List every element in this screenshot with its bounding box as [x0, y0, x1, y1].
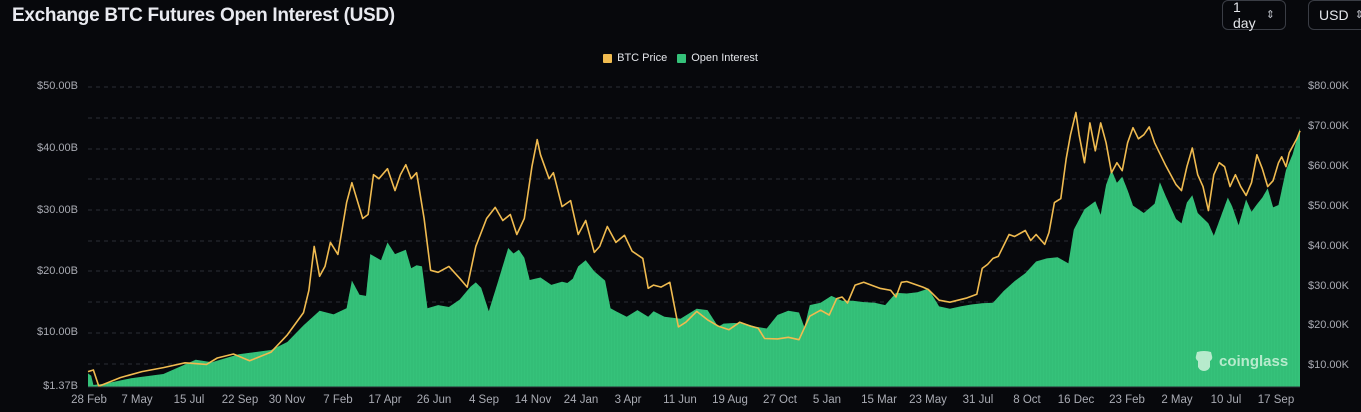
x-tick-label: 15 Jul — [173, 394, 205, 406]
currency-select[interactable]: USD ⇕ — [1308, 0, 1361, 30]
y-left-tick: $50.00B — [37, 80, 78, 92]
y-left-tick: $10.00B — [37, 326, 78, 338]
btc-price-line — [87, 111, 1301, 388]
watermark-text: coinglass — [1219, 352, 1289, 370]
coinglass-logo-icon — [1195, 351, 1213, 371]
interval-select-value: 1 day — [1233, 0, 1256, 31]
chevron-updown-icon: ⇕ — [1354, 8, 1361, 21]
y-right-tick: $70.00K — [1308, 120, 1349, 132]
chart-legend: BTC Price Open Interest — [0, 52, 1361, 64]
x-tick-label: 5 Jan — [812, 394, 842, 406]
x-tick-label: 7 Feb — [323, 394, 353, 406]
page-title: Exchange BTC Futures Open Interest (USD) — [12, 5, 395, 26]
x-tick-label: 17 Apr — [368, 394, 402, 406]
x-tick-label: 11 Jun — [663, 394, 697, 406]
y-left-tick: $40.00B — [37, 142, 78, 154]
x-tick-label: 4 Sep — [468, 394, 500, 406]
x-tick-label: 3 Apr — [614, 394, 642, 406]
interval-select[interactable]: 1 day ⇕ — [1222, 0, 1286, 31]
legend-swatch-btc-price — [603, 53, 613, 63]
y-right-tick: $80.00K — [1308, 80, 1349, 92]
x-tick-label: 8 Oct — [1013, 394, 1041, 406]
x-tick-label: 7 May — [121, 394, 153, 406]
x-tick-label: 2 May — [1161, 394, 1193, 406]
y-left-tick: $30.00B — [37, 204, 78, 216]
x-tick-label: 30 Nov — [268, 394, 306, 406]
y-right-tick: $40.00K — [1308, 240, 1349, 252]
x-tick-label: 19 Aug — [712, 394, 748, 406]
legend-item-open-interest[interactable]: Open Interest — [677, 52, 758, 64]
legend-label: Open Interest — [691, 52, 758, 64]
y-right-tick: $50.00K — [1308, 200, 1349, 212]
x-tick-label: 16 Dec — [1057, 394, 1095, 406]
legend-label: BTC Price — [617, 52, 668, 64]
y-left-tick: $1.37B — [43, 380, 78, 392]
x-tick-label: 24 Jan — [563, 394, 599, 406]
x-tick-label: 23 May — [909, 394, 947, 406]
x-tick-label: 26 Jun — [416, 394, 452, 406]
y-right-tick: $10.00K — [1308, 359, 1349, 371]
y-right-tick: $60.00K — [1308, 160, 1349, 172]
legend-swatch-open-interest — [677, 53, 687, 63]
x-tick-label: 14 Nov — [514, 394, 552, 406]
y-right-tick: $20.00K — [1308, 319, 1349, 331]
x-tick-label: 23 Feb — [1109, 394, 1145, 406]
x-tick-label: 10 Jul — [1210, 394, 1242, 406]
y-left-tick: $20.00B — [37, 265, 78, 277]
x-tick-label: 27 Oct — [763, 394, 797, 406]
x-tick-label: 22 Sep — [221, 394, 259, 406]
x-tick-label: 15 Mar — [861, 394, 897, 406]
chevron-updown-icon: ⇕ — [1265, 8, 1275, 21]
x-tick-label: 17 Sep — [1257, 394, 1295, 406]
coinglass-watermark: coinglass — [1194, 350, 1288, 372]
currency-select-value: USD — [1319, 7, 1349, 23]
x-tick-label: 28 Feb — [71, 394, 107, 406]
y-right-tick: $30.00K — [1308, 280, 1349, 292]
legend-item-btc-price[interactable]: BTC Price — [603, 52, 667, 64]
x-tick-label: 31 Jul — [962, 394, 994, 406]
